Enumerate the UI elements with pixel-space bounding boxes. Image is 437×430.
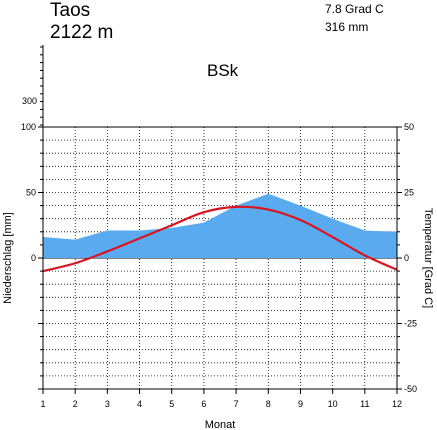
right-tick-label: 25 <box>404 188 414 198</box>
temperature-line <box>42 205 398 273</box>
x-tick-labels: 1 2 3 4 5 6 7 8 9 10 11 12 <box>40 399 402 409</box>
right-tick-label: -50 <box>404 384 417 394</box>
x-tick-label: 9 <box>298 399 303 409</box>
left-tick-label: 0 <box>31 253 36 263</box>
x-tick-label: 1 <box>40 399 45 409</box>
right-tick-label: 50 <box>404 122 414 132</box>
x-tick-label: 8 <box>266 399 271 409</box>
left-tick-label: 100 <box>21 122 36 132</box>
x-tick-label: 5 <box>169 399 174 409</box>
upper-axis-tick-label: 300 <box>22 96 37 106</box>
annual-precipitation: 316 mm <box>325 20 368 34</box>
plot-grid <box>43 127 397 389</box>
x-tick-label: 12 <box>392 399 402 409</box>
x-axis-title: Monat <box>205 419 236 430</box>
left-axis-title: Niederschlag [mm] <box>2 212 14 304</box>
x-tick-label: 7 <box>234 399 239 409</box>
station-name: Taos <box>50 0 90 21</box>
annual-temperature: 7.8 Grad C <box>325 2 384 16</box>
x-tick-label: 3 <box>105 399 110 409</box>
axis-ticks <box>38 126 402 394</box>
left-tick-labels: 0 50 100 <box>21 122 36 263</box>
right-axis-title: Temperatur [Grad C] <box>422 208 434 308</box>
x-tick-label: 10 <box>328 399 338 409</box>
station-elevation: 2122 m <box>50 22 113 43</box>
right-tick-labels: -50 -25 0 25 50 <box>404 122 417 394</box>
upper-precip-axis <box>40 45 44 127</box>
right-tick-label: -25 <box>404 319 417 329</box>
x-tick-label: 4 <box>137 399 142 409</box>
left-tick-label: 50 <box>26 188 36 198</box>
right-tick-label: 0 <box>404 253 409 263</box>
x-tick-label: 6 <box>201 399 206 409</box>
x-tick-label: 11 <box>360 399 369 409</box>
x-tick-label: 2 <box>73 399 78 409</box>
climate-class: BSk <box>207 61 239 80</box>
precipitation-area <box>43 193 397 258</box>
